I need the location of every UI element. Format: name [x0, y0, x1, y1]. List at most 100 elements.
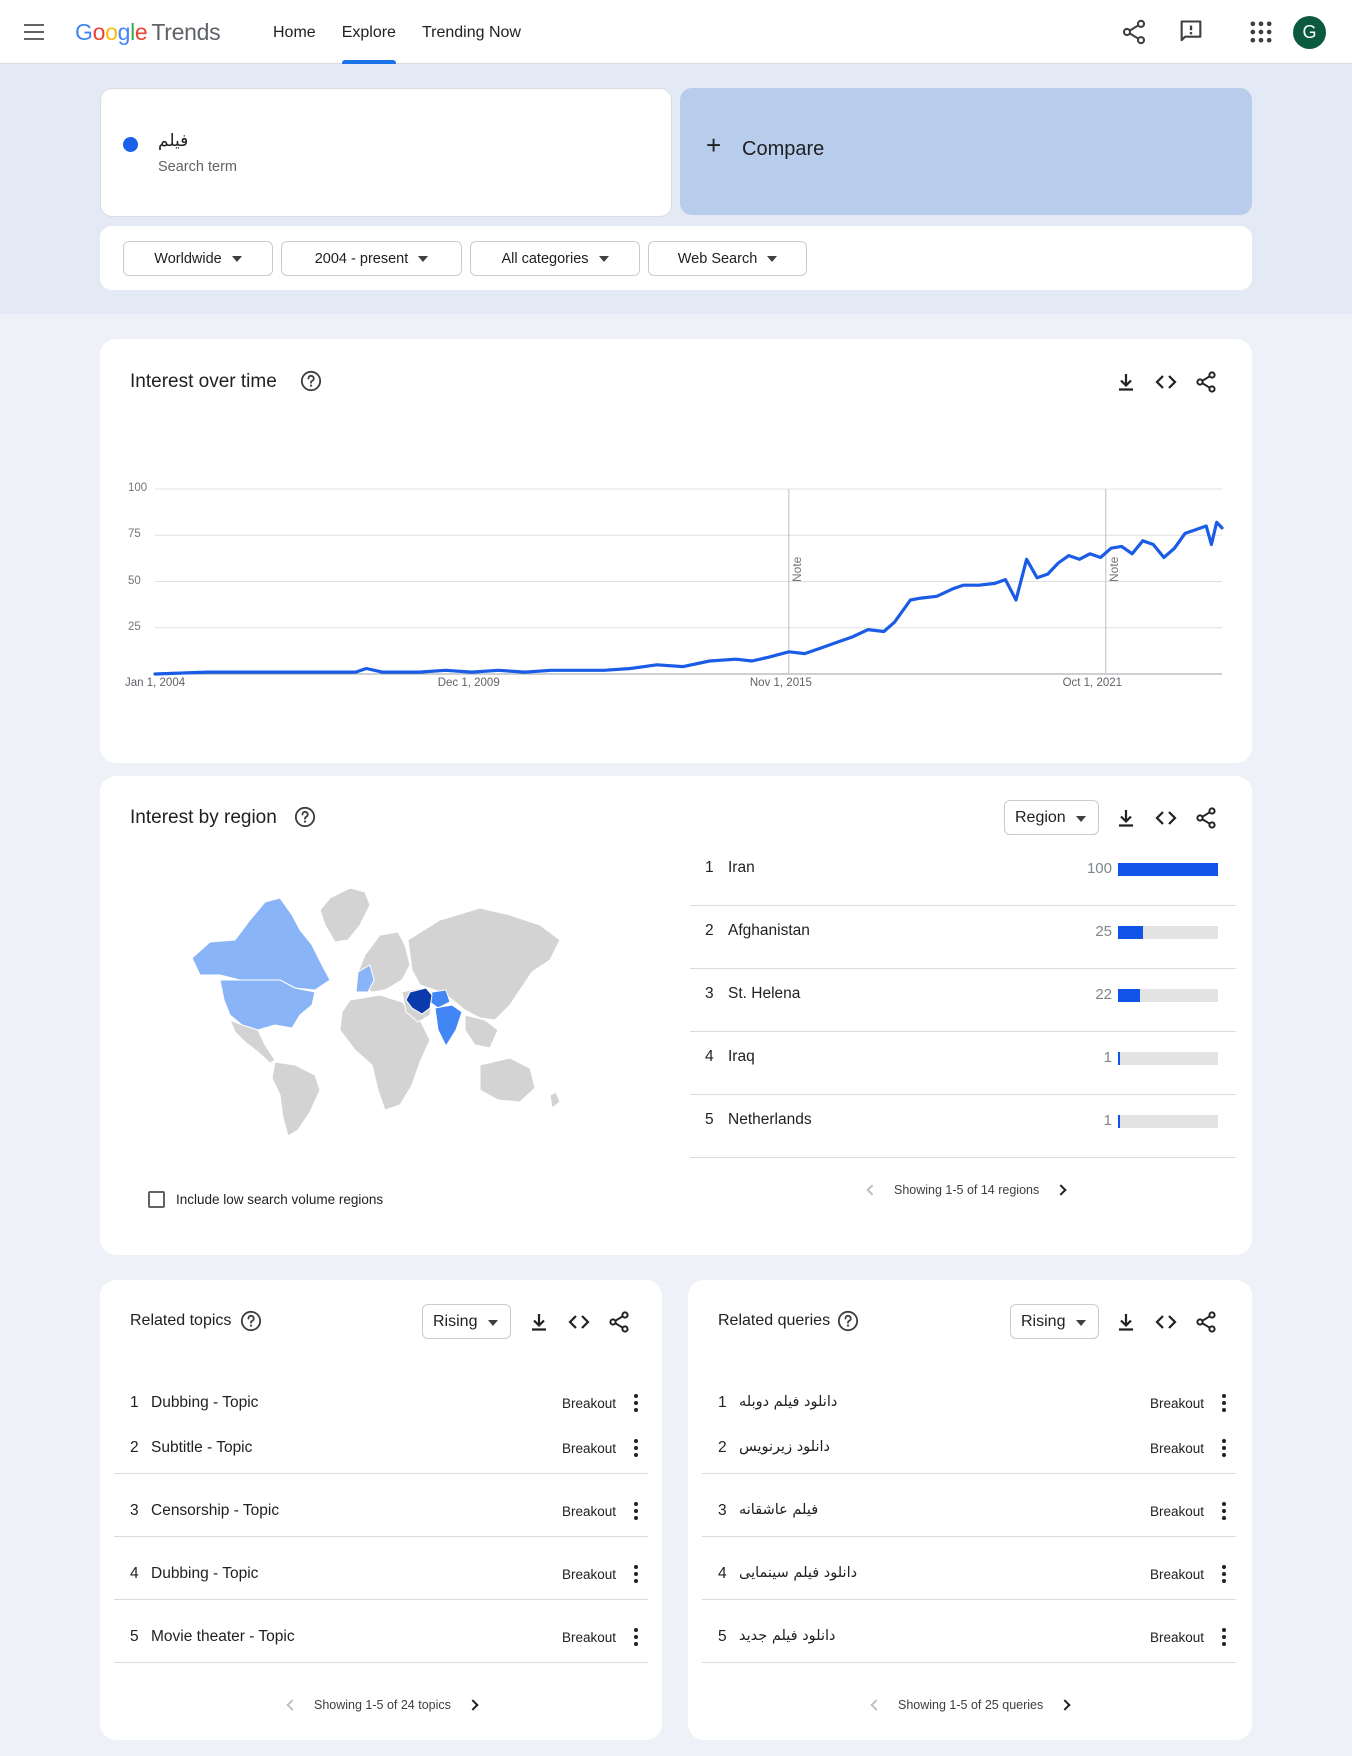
search-term-card[interactable]: فیلم Search term — [100, 88, 672, 217]
caret-down-icon — [488, 1320, 498, 1326]
search-term-text[interactable]: فیلم — [158, 131, 189, 151]
interest-over-time-chart[interactable]: Note Note — [0, 0, 1352, 800]
map-region-india — [434, 1004, 463, 1048]
x-tick-label: Jan 1, 2004 — [125, 677, 186, 689]
next-page-icon[interactable] — [467, 1699, 479, 1711]
prev-page-icon[interactable] — [286, 1699, 298, 1711]
topic-row[interactable]: 5 Movie theater - Topic Breakout — [130, 1612, 648, 1675]
query-row[interactable]: 4 دانلود فیلم سینمایی Breakout — [718, 1549, 1236, 1612]
more-vert-icon[interactable] — [634, 1565, 638, 1585]
x-tick-label: Oct 1, 2021 — [1062, 677, 1123, 689]
region-resolution-dropdown[interactable]: Region — [1004, 800, 1099, 835]
compare-button[interactable]: + Compare — [680, 88, 1252, 215]
related-queries-title: Related queries — [718, 1312, 831, 1329]
divider — [702, 1536, 1236, 1537]
x-tick-label: Nov 1, 2015 — [749, 677, 812, 689]
more-vert-icon[interactable] — [634, 1394, 638, 1414]
share-icon[interactable] — [1194, 806, 1218, 830]
region-row[interactable]: 1 Iran 100 — [690, 843, 1236, 906]
account-avatar[interactable]: G — [1293, 16, 1326, 49]
region-row[interactable]: 3 St. Helena 22 — [690, 969, 1236, 1032]
query-row[interactable]: 1 دانلود فیلم دوبله Breakout — [718, 1378, 1236, 1441]
help-icon[interactable] — [300, 370, 322, 392]
plus-icon: + — [706, 130, 722, 160]
share-icon[interactable] — [1120, 18, 1148, 46]
location-filter[interactable]: Worldwide — [123, 241, 273, 276]
google-trends-logo[interactable]: Google Trends — [75, 19, 221, 45]
share-icon[interactable] — [607, 1310, 631, 1334]
search-term-type: Search term — [158, 159, 237, 175]
embed-code-icon[interactable] — [1154, 370, 1178, 394]
topic-row[interactable]: 4 Dubbing - Topic Breakout — [130, 1549, 648, 1612]
term-color-dot — [123, 137, 138, 152]
topic-row[interactable]: 3 Censorship - Topic Breakout — [130, 1486, 648, 1549]
note-label: Note — [1107, 556, 1121, 582]
interest-over-time-card — [100, 339, 1252, 763]
topics-pager: Showing 1-5 of 24 topics — [286, 1698, 479, 1712]
nav-explore[interactable]: Explore — [329, 0, 409, 64]
property-filter[interactable]: Web Search — [648, 241, 807, 276]
region-row[interactable]: 2 Afghanistan 25 — [690, 906, 1236, 969]
embed-code-icon[interactable] — [1154, 1310, 1178, 1334]
x-tick-label: Dec 1, 2009 — [437, 677, 500, 689]
region-pager: Showing 1-5 of 14 regions — [866, 1183, 1067, 1197]
low-volume-checkbox[interactable] — [148, 1191, 165, 1208]
topics-filter-dropdown[interactable]: Rising — [422, 1304, 511, 1339]
apps-grid-icon[interactable] — [1247, 18, 1275, 46]
more-vert-icon[interactable] — [634, 1628, 638, 1648]
help-icon[interactable] — [837, 1310, 859, 1332]
low-volume-label: Include low search volume regions — [176, 1192, 384, 1207]
more-vert-icon[interactable] — [1222, 1565, 1226, 1585]
region-value-bar — [1118, 863, 1218, 876]
category-filter[interactable]: All categories — [470, 241, 640, 276]
map-region-greenland — [319, 887, 371, 943]
feedback-icon[interactable] — [1177, 18, 1205, 46]
topic-row[interactable]: 2 Subtitle - Topic Breakout — [130, 1423, 648, 1486]
next-page-icon[interactable] — [1059, 1699, 1071, 1711]
related-topics-card — [100, 1280, 662, 1740]
download-icon[interactable] — [1114, 370, 1138, 394]
query-row[interactable]: 5 دانلود فیلم جدید Breakout — [718, 1612, 1236, 1675]
note-label: Note — [790, 556, 804, 582]
embed-code-icon[interactable] — [1154, 806, 1178, 830]
region-row[interactable]: 5 Netherlands 1 — [690, 1095, 1236, 1158]
more-vert-icon[interactable] — [634, 1502, 638, 1522]
help-icon[interactable] — [240, 1310, 262, 1332]
prev-page-icon[interactable] — [870, 1699, 882, 1711]
map-region-usa — [219, 979, 316, 1031]
map-region-south-america — [271, 1061, 321, 1137]
y-tick-label: 50 — [128, 574, 141, 587]
share-icon[interactable] — [1194, 1310, 1218, 1334]
download-icon[interactable] — [1114, 1310, 1138, 1334]
y-tick-label: 25 — [128, 620, 141, 633]
more-vert-icon[interactable] — [1222, 1502, 1226, 1522]
download-icon[interactable] — [1114, 806, 1138, 830]
more-vert-icon[interactable] — [1222, 1394, 1226, 1414]
query-row[interactable]: 3 فیلم عاشقانه Breakout — [718, 1486, 1236, 1549]
caret-down-icon — [1076, 1320, 1086, 1326]
more-vert-icon[interactable] — [634, 1439, 638, 1459]
help-icon[interactable] — [294, 806, 316, 828]
world-map[interactable] — [180, 880, 600, 1140]
download-icon[interactable] — [527, 1310, 551, 1334]
map-region-afghanistan — [429, 989, 451, 1009]
more-vert-icon[interactable] — [1222, 1439, 1226, 1459]
nav-trending-now[interactable]: Trending Now — [421, 24, 521, 41]
top-bar: Google Trends Home Explore Trending Now G — [0, 0, 1352, 64]
compare-label: Compare — [742, 138, 825, 160]
prev-page-icon[interactable] — [866, 1184, 878, 1196]
nav-home[interactable]: Home — [273, 24, 316, 41]
main-menu-icon[interactable] — [24, 24, 44, 40]
query-row[interactable]: 2 دانلود زیرنویس Breakout — [718, 1423, 1236, 1486]
region-value-bar — [1118, 926, 1218, 939]
map-region-new-zealand — [549, 1091, 561, 1109]
embed-code-icon[interactable] — [567, 1310, 591, 1334]
queries-pager: Showing 1-5 of 25 queries — [870, 1698, 1071, 1712]
more-vert-icon[interactable] — [1222, 1628, 1226, 1648]
region-row[interactable]: 4 Iraq 1 — [690, 1032, 1236, 1095]
share-icon[interactable] — [1194, 370, 1218, 394]
next-page-icon[interactable] — [1055, 1184, 1067, 1196]
time-filter[interactable]: 2004 - present — [281, 241, 462, 276]
queries-filter-dropdown[interactable]: Rising — [1010, 1304, 1099, 1339]
topic-row[interactable]: 1 Dubbing - Topic Breakout — [130, 1378, 648, 1441]
